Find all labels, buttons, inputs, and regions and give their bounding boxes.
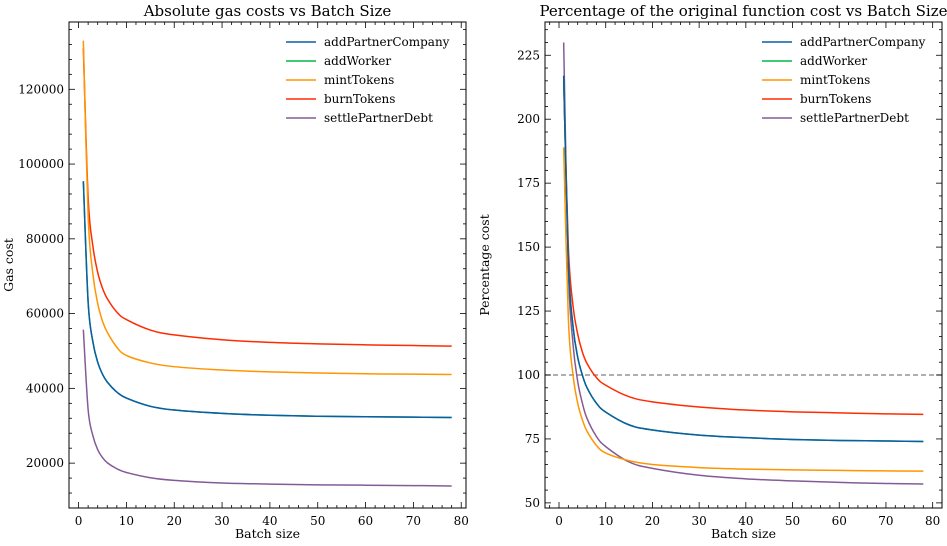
axes-frame xyxy=(544,21,943,509)
x-tick-label: 40 xyxy=(262,514,277,528)
y-tick-label: 75 xyxy=(525,432,540,446)
legend-label-burnTokens: burnTokens xyxy=(800,92,871,106)
y-tick-label: 200 xyxy=(517,112,540,126)
series-line-mintTokens xyxy=(562,147,924,472)
chart-title: Absolute gas costs vs Batch Size xyxy=(143,2,392,20)
y-tick-label: 175 xyxy=(517,176,540,190)
y-axis-label: Gas cost xyxy=(1,238,16,292)
legend-label-addWorker: addWorker xyxy=(324,54,391,68)
x-tick-label: 10 xyxy=(598,514,613,528)
series-group xyxy=(82,40,452,487)
x-tick-label: 50 xyxy=(785,514,800,528)
x-tick-label: 10 xyxy=(119,514,134,528)
y-tick-label: 50 xyxy=(525,496,540,510)
legend-label-addWorker: addWorker xyxy=(800,54,867,68)
y-tick-label: 40000 xyxy=(26,381,64,395)
x-tick-label: 20 xyxy=(167,514,182,528)
y-tick-label: 100 xyxy=(517,368,540,382)
series-line-addWorker xyxy=(82,181,452,419)
x-tick-label: 50 xyxy=(310,514,325,528)
y-axis-label: Percentage cost xyxy=(477,214,492,315)
axes-frame xyxy=(68,21,467,509)
series-line-settlePartnerDebt xyxy=(82,329,452,487)
y-tick-label: 120000 xyxy=(18,82,64,96)
y-tick-label: 225 xyxy=(517,48,540,62)
legend-label-addPartnerCompany: addPartnerCompany xyxy=(800,35,926,49)
series-line-addPartnerCompany xyxy=(562,75,924,443)
series-line-burnTokens xyxy=(562,80,924,416)
legend-label-burnTokens: burnTokens xyxy=(324,92,395,106)
y-tick-label: 20000 xyxy=(26,456,64,470)
x-tick-label: 40 xyxy=(738,514,753,528)
legend-label-mintTokens: mintTokens xyxy=(324,73,394,87)
series-line-addPartnerCompany xyxy=(82,181,452,419)
x-tick-label: 80 xyxy=(925,514,940,528)
x-tick-label: 60 xyxy=(832,514,847,528)
series-line-burnTokens xyxy=(82,48,452,347)
y-tick-label: 100000 xyxy=(18,157,64,171)
x-tick-label: 0 xyxy=(555,514,563,528)
x-tick-label: 20 xyxy=(645,514,660,528)
chart-title: Percentage of the original function cost… xyxy=(540,2,947,20)
y-tick-label: 150 xyxy=(517,240,540,254)
x-axis-label: Batch size xyxy=(235,526,300,541)
x-tick-label: 0 xyxy=(75,514,83,528)
x-tick-label: 70 xyxy=(406,514,421,528)
x-tick-label: 30 xyxy=(691,514,706,528)
series-line-mintTokens xyxy=(82,40,452,376)
chart-absolute-gas: Absolute gas costs vs Batch Size Batch si… xyxy=(1,2,469,541)
y-tick-label: 125 xyxy=(517,304,540,318)
series-line-settlePartnerDebt xyxy=(562,42,924,485)
x-tick-label: 30 xyxy=(214,514,229,528)
legend-label-mintTokens: mintTokens xyxy=(800,73,870,87)
x-tick-label: 60 xyxy=(358,514,373,528)
legend-label-settlePartnerDebt: settlePartnerDebt xyxy=(800,111,909,125)
x-axis-label: Batch size xyxy=(711,526,776,541)
series-line-addWorker xyxy=(562,75,924,443)
series-group xyxy=(562,42,924,485)
legend-label-addPartnerCompany: addPartnerCompany xyxy=(324,35,450,49)
y-tick-label: 80000 xyxy=(26,232,64,246)
y-tick-label: 60000 xyxy=(26,307,64,321)
legend-label-settlePartnerDebt: settlePartnerDebt xyxy=(324,111,433,125)
x-tick-label: 80 xyxy=(454,514,469,528)
chart-percentage: Percentage of the original function cost… xyxy=(477,2,947,541)
x-tick-label: 70 xyxy=(878,514,893,528)
